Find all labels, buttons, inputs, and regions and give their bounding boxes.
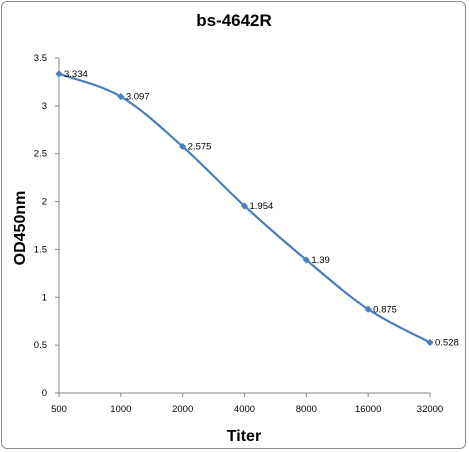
data-point-marker: [302, 256, 310, 264]
y-tick-label: 0.5: [34, 340, 47, 351]
data-label: 0.528: [435, 337, 459, 348]
y-tick-label: 1: [42, 292, 47, 303]
x-tick-label: 4000: [234, 404, 255, 415]
data-label: 3.097: [126, 92, 150, 103]
data-label: 3.334: [64, 69, 88, 80]
data-point-marker: [55, 70, 63, 78]
data-point-marker: [426, 338, 434, 347]
data-label: 2.575: [188, 142, 212, 153]
x-tick-label: 16000: [355, 404, 381, 415]
x-tick-label: 500: [51, 404, 67, 415]
data-label: 0.875: [373, 304, 397, 315]
data-point-marker: [240, 202, 249, 210]
data-point-marker: [179, 142, 187, 151]
plot-area: 0 0.5 1 1.5 2 2.5 3 3.5 500 1000 2000 4000 8000 16000…: [34, 53, 459, 415]
x-tick-label: 8000: [296, 404, 317, 415]
y-tick-label: 2: [42, 197, 47, 208]
x-axis-title: Titer: [227, 428, 261, 445]
data-point-marker: [117, 92, 125, 101]
y-tick-label: 3: [42, 101, 47, 112]
y-axis-title: OD450nm: [12, 191, 29, 266]
data-point-marker: [364, 305, 372, 313]
data-label: 1.954: [250, 201, 274, 212]
data-label: 1.39: [311, 255, 330, 266]
x-tick-label: 32000: [417, 404, 443, 415]
chart-title: bs-4642R: [196, 11, 272, 30]
x-tick-label: 1000: [110, 404, 131, 415]
y-tick-label: 3.5: [34, 53, 47, 64]
y-tick-label: 1.5: [34, 244, 47, 255]
y-tick-label: 0: [42, 388, 47, 399]
y-tick-label: 2.5: [34, 149, 47, 160]
x-tick-label: 2000: [172, 404, 193, 415]
